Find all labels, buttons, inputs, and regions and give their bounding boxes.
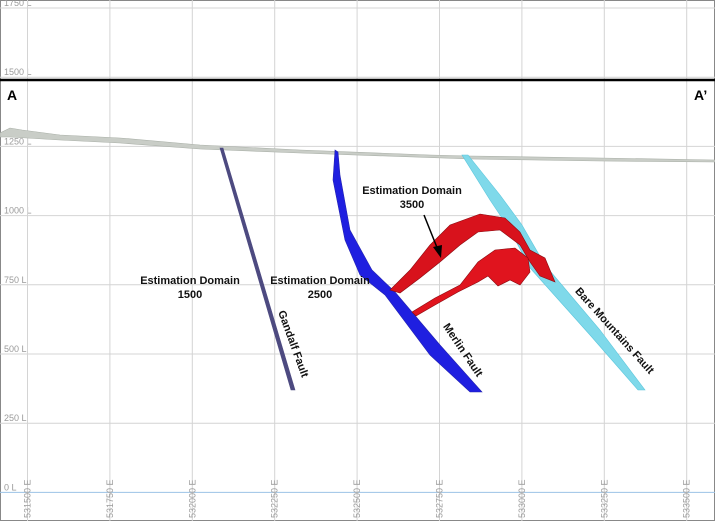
elevation-label: 1250 L	[4, 136, 32, 146]
arrow-head	[433, 245, 442, 258]
easting-label: 532750 E	[435, 479, 445, 518]
elevation-label: 500 L	[4, 344, 27, 354]
topography	[0, 127, 715, 163]
section-start: A	[7, 87, 17, 103]
annotation: 2500	[308, 289, 332, 301]
elevation-label: 250 L	[4, 413, 27, 423]
elevation-label: 1500 L	[4, 67, 32, 77]
easting-label: 532500 E	[352, 479, 362, 518]
gandalf-fault	[219, 147, 296, 391]
domain-3500-upper	[389, 213, 556, 294]
easting-label: 531500 E	[23, 479, 33, 518]
easting-label: 533500 E	[682, 479, 692, 518]
merlin-fault	[332, 149, 483, 393]
domain-3500-lower	[411, 247, 531, 317]
elevation-label: 1750 L	[4, 0, 32, 8]
annotation: 3500	[400, 199, 424, 211]
annotation: Estimation Domain	[362, 185, 462, 197]
easting-label: 531750 E	[105, 479, 115, 518]
section-end: A’	[694, 87, 707, 103]
elevation-label: 750 L	[4, 275, 27, 285]
easting-label: 532000 E	[187, 479, 197, 518]
annotation: Estimation Domain	[270, 275, 370, 287]
easting-label: 532250 E	[270, 479, 280, 518]
annotation: 1500	[178, 289, 202, 301]
annotation: Estimation Domain	[140, 275, 240, 287]
easting-label: 533250 E	[599, 479, 609, 518]
easting-label: 533000 E	[517, 479, 527, 518]
elevation-label: 0 L	[4, 482, 17, 492]
arrow	[423, 214, 439, 251]
elevation-label: 1000 L	[4, 206, 32, 216]
